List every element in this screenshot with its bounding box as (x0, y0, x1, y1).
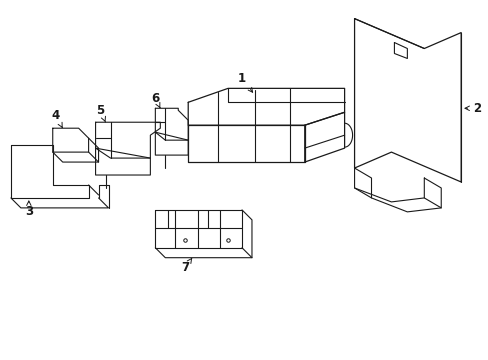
Text: 6: 6 (151, 92, 160, 108)
Text: 3: 3 (25, 201, 33, 219)
Text: 5: 5 (96, 104, 105, 122)
Text: 4: 4 (52, 109, 62, 127)
Text: 7: 7 (181, 258, 191, 274)
Text: 2: 2 (464, 102, 480, 115)
Text: 1: 1 (238, 72, 252, 92)
